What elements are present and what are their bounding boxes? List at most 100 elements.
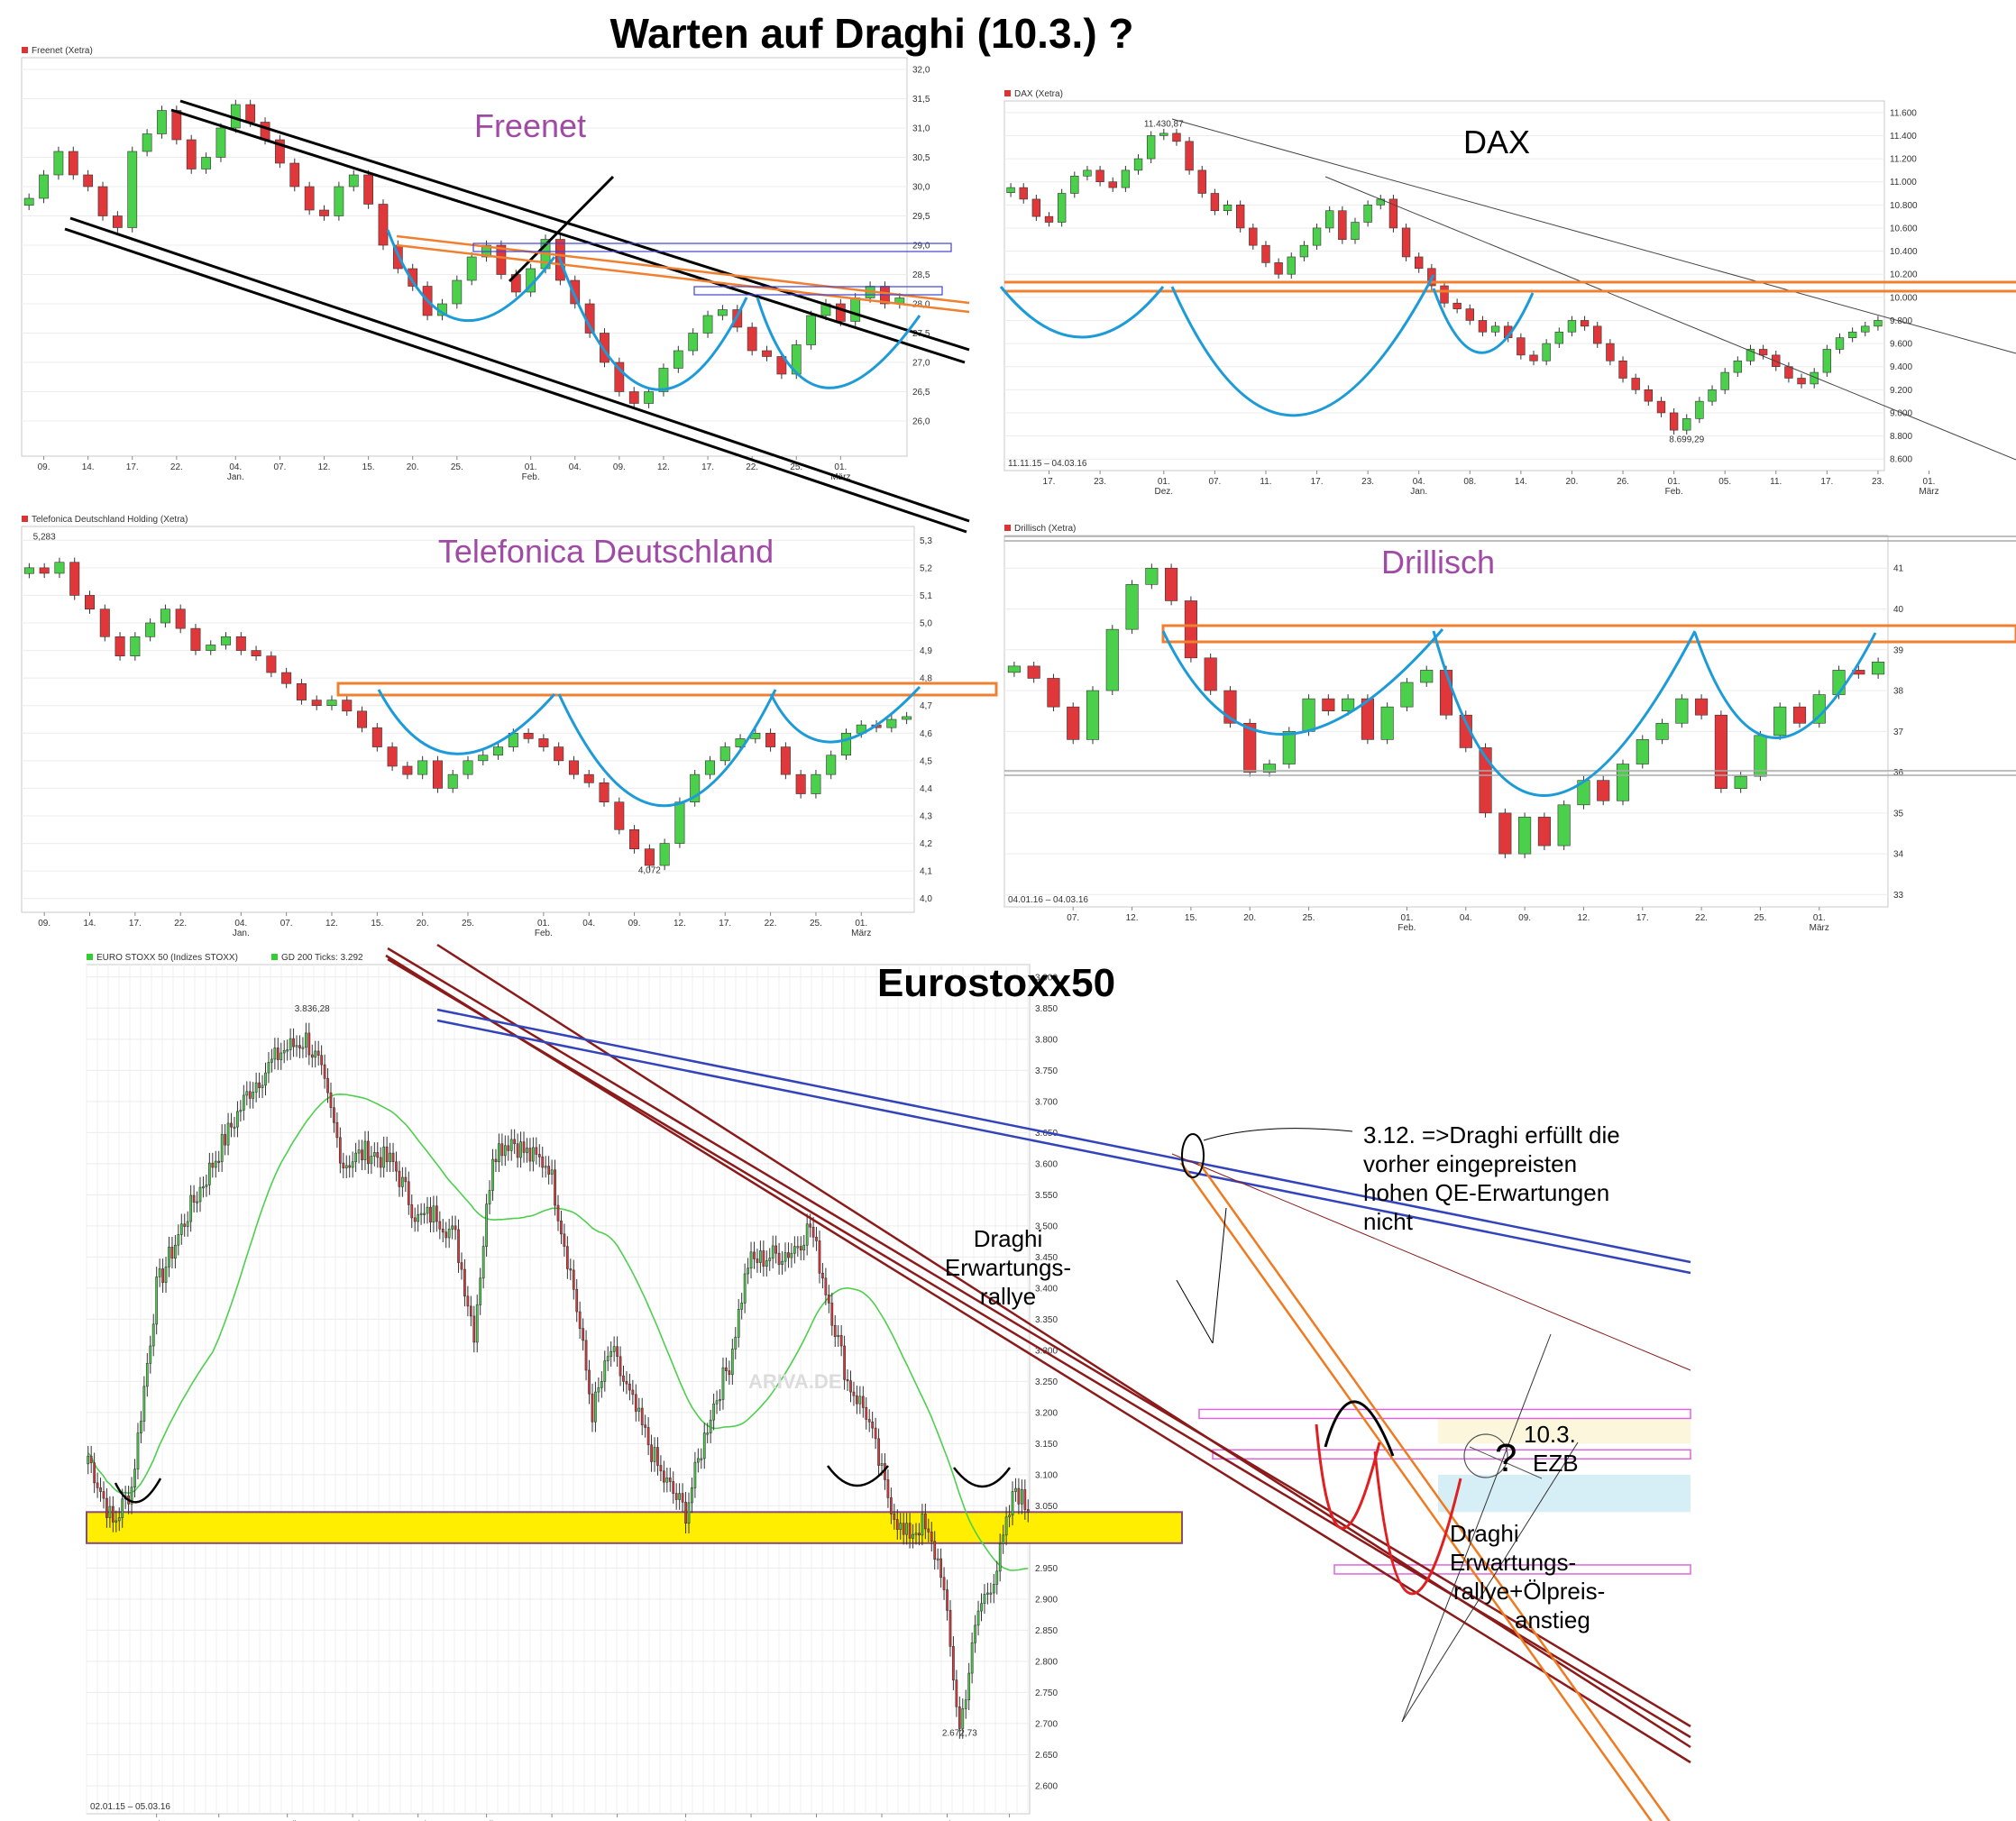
y-tick-label: 2.650 [1035, 1751, 1058, 1761]
candle [385, 1146, 389, 1163]
candle [206, 645, 216, 651]
candle [248, 1091, 252, 1099]
legend-swatch [1004, 90, 1011, 96]
candle [783, 1252, 787, 1262]
trend-channel-line [64, 227, 967, 534]
candle [656, 1447, 659, 1466]
candle [622, 1375, 625, 1382]
candle [292, 1038, 295, 1048]
legend-swatch [271, 954, 278, 960]
candle [233, 1126, 236, 1129]
candle [858, 1395, 862, 1405]
candle [423, 1212, 426, 1215]
y-tick-label: 4,8 [920, 674, 932, 684]
dax-chart-svg: 11.600 11.400 11.200 11.000 10.800 10.600 10.4… [999, 89, 2016, 497]
candle [23, 197, 34, 206]
chart-title: Freenet [474, 107, 586, 144]
candle [614, 361, 625, 392]
candle [447, 773, 458, 789]
value-annotation: 3.836,28 [295, 1004, 330, 1014]
candle [747, 1267, 749, 1275]
candle [413, 1217, 417, 1222]
candle [650, 1444, 653, 1462]
candle [342, 700, 353, 712]
y-tick-label: 41 [1893, 564, 1904, 574]
candle [918, 1533, 921, 1536]
candle [702, 1432, 706, 1460]
plot-frame [21, 57, 908, 457]
candle [111, 1505, 115, 1523]
x-tick-label: 12. [674, 919, 686, 929]
candle [1606, 343, 1615, 361]
note-text: Erwartungs- [945, 1254, 1071, 1281]
candle [1006, 187, 1015, 194]
candle [105, 1497, 108, 1518]
y-tick-label: 10.000 [1890, 293, 1918, 303]
candle [441, 1228, 444, 1233]
candle [53, 151, 64, 176]
x-tick-sublabel: Feb. [535, 929, 553, 938]
triangle-line [1176, 1279, 1214, 1344]
candle [1847, 331, 1857, 338]
candle [410, 1204, 414, 1219]
cup-curve [386, 229, 556, 323]
candle [115, 1520, 118, 1523]
candle [799, 1246, 802, 1251]
candle [933, 1541, 937, 1560]
candle [202, 1186, 205, 1189]
y-tick-label: 3.750 [1035, 1066, 1058, 1076]
candle [494, 1158, 498, 1163]
candle [276, 1048, 279, 1060]
x-tick-label: 01. [537, 919, 550, 929]
candle [498, 1143, 500, 1163]
candle [1044, 215, 1054, 223]
candle [323, 1064, 326, 1079]
x-tick-sublabel: März [851, 929, 871, 938]
x-tick-label: 01. [855, 919, 867, 929]
candle [316, 1050, 320, 1057]
candle [338, 1137, 342, 1164]
candle [811, 773, 821, 794]
candle [927, 1528, 930, 1533]
candle [631, 1389, 635, 1395]
candle [454, 1225, 457, 1231]
candle [718, 309, 728, 316]
candle [371, 727, 382, 747]
candle [796, 1246, 800, 1249]
page-title: Warten auf Draghi (10.3.) ? [609, 10, 1134, 57]
candle [196, 1201, 198, 1203]
candle [1159, 133, 1168, 136]
x-tick-label: 09. [613, 462, 626, 472]
chart-title: Telefonica Deutschland [438, 533, 774, 570]
candle [690, 773, 701, 803]
candle [930, 1532, 933, 1542]
candle [672, 1481, 675, 1494]
y-tick-label: 3.350 [1035, 1315, 1058, 1325]
y-tick-label: 5,3 [920, 536, 932, 546]
candle [936, 1558, 939, 1560]
candle [865, 1407, 868, 1420]
candle [547, 1166, 551, 1175]
candle [186, 1221, 189, 1227]
candle [1669, 412, 1679, 431]
candle [762, 350, 772, 357]
candle [541, 1156, 545, 1168]
x-tick-label: 20. [417, 919, 429, 929]
candle [1542, 343, 1551, 361]
candle [1682, 418, 1691, 431]
bottom-curve [953, 1467, 1012, 1488]
x-tick-label: 15. [362, 462, 375, 472]
candle [793, 1246, 796, 1254]
candle [142, 133, 152, 152]
y-tick-label: 36 [1893, 768, 1904, 778]
y-tick-label: 11.600 [1890, 108, 1917, 118]
candle [260, 122, 270, 141]
cup-curve [1693, 632, 1877, 739]
candle [460, 1262, 463, 1270]
lower-channel-line [387, 947, 1691, 1728]
candle [1593, 325, 1602, 344]
x-tick-sublabel: Jan. [227, 472, 244, 482]
resistance-box [472, 242, 952, 252]
y-tick-label: 38 [1893, 687, 1904, 697]
